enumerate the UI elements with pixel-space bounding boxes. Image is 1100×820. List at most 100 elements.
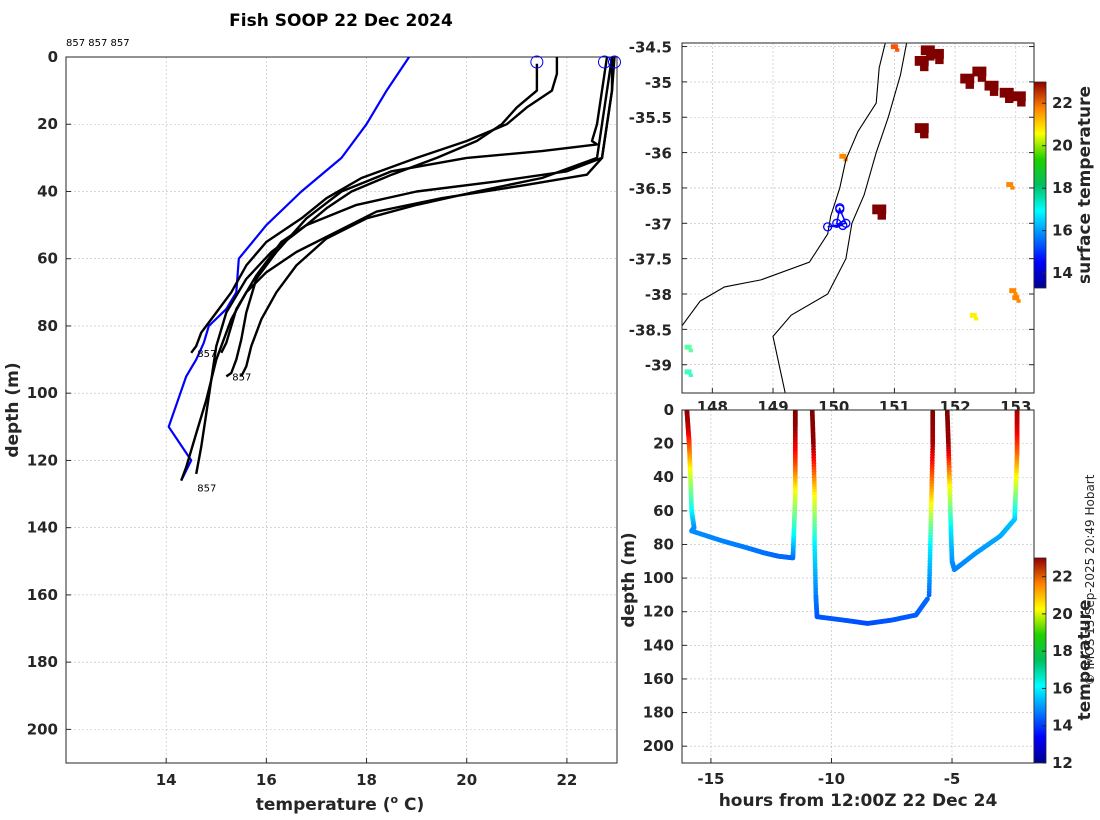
sst-patch: [1006, 182, 1014, 187]
track-path: [827, 207, 847, 228]
sst-patch: [877, 212, 886, 220]
temperature-colorbar-tick-label: 12: [1052, 754, 1073, 772]
sst-colorbar-tick-label: 16: [1052, 222, 1073, 240]
section-grid: [682, 409, 1034, 763]
section-y-tick-label: 0: [664, 401, 674, 419]
sst-patch: [973, 316, 979, 321]
sst-patch: [688, 348, 693, 353]
section-y-tick-label: 180: [643, 704, 674, 722]
sst-patch: [935, 57, 944, 65]
profile-end-label: 857: [232, 372, 251, 383]
sst-patch: [1011, 91, 1026, 102]
profile-line-profile-2: [220, 63, 539, 354]
profile-end-label: 857: [197, 349, 216, 360]
profile-line-profile-1: [190, 57, 559, 354]
section-sample-point: [925, 596, 930, 602]
map-lat-tick-label: -35: [645, 74, 672, 92]
xlabel-unit: C): [398, 795, 424, 815]
sst-patch: [960, 73, 975, 84]
section-sample-point: [1014, 410, 1020, 414]
sst-patch: [920, 64, 929, 72]
profile-y-tick-label: 0: [48, 48, 58, 66]
profile-y-tick-label: 20: [37, 115, 58, 133]
profile-series: [167, 57, 616, 482]
section-y-tick-label: 20: [653, 435, 674, 453]
section-sample-point: [792, 410, 798, 414]
profile-start-marker: [607, 55, 621, 69]
section-y-tick-label: 140: [643, 636, 674, 654]
profile-markers: [530, 55, 621, 69]
sst-patch: [920, 45, 935, 56]
section-y-tick-label: 80: [653, 535, 674, 553]
ship-track: [823, 203, 851, 232]
sst-patch: [914, 123, 929, 133]
isobath-path: [772, 43, 908, 393]
map-panel: -34.5 -35 -35.5 -36 -36.5 -37 -37.5 -38 -38.5 -39…: [629, 39, 1095, 416]
profile-y-tick-label: 180: [27, 653, 58, 671]
profile-y-tick-label: 140: [27, 519, 58, 537]
sst-patch: [969, 312, 977, 318]
profile-line-climatology: [167, 57, 411, 482]
profile-x-tick-label: 22: [556, 771, 577, 789]
temperature-colorbar-label: temperature: [1075, 599, 1095, 720]
profile-start-marker: [597, 55, 611, 69]
map-lat-tick-label: -35.5: [629, 109, 672, 127]
profile-ids: 857 857 857: [66, 38, 130, 49]
profile-x-tick-label: 14: [156, 771, 177, 789]
map-lat-tick-label: -38: [645, 286, 672, 304]
xlabel-text: temperature (: [256, 795, 391, 815]
coastline-path: [682, 43, 886, 327]
map-lat-tick-label: -36.5: [629, 180, 672, 198]
chart-title: Fish SOOP 22 Dec 2024: [229, 11, 453, 31]
profile-y-tick-label: 100: [27, 384, 58, 402]
profile-y-tick-label: 60: [37, 250, 58, 268]
profile-end-label: 857: [197, 483, 216, 494]
profile-x-axis-label: temperature (o C): [256, 793, 425, 815]
sst-patch: [684, 344, 692, 350]
section-y-axis-label: depth (m): [619, 532, 639, 627]
coastline: [682, 43, 908, 393]
profile-y-tick-label: 80: [37, 317, 58, 335]
sst-patch: [965, 81, 974, 89]
map-lat-tick-label: -38.5: [629, 321, 672, 339]
temperature-colorbar-tick-label: 16: [1052, 679, 1073, 697]
sst-colorbar-tick-label: 22: [1052, 94, 1073, 112]
section-y-tick-label: 120: [643, 603, 674, 621]
profile-grid: [66, 56, 617, 763]
profile-y-tick-label: 160: [27, 586, 58, 604]
profile-x-tick-label: 18: [356, 771, 377, 789]
section-x-axis-label: hours from 12:00Z 22 Dec 24: [719, 791, 998, 811]
profile-y-axis-label: depth (m): [3, 362, 23, 457]
section-background: [682, 410, 1034, 763]
sst-colorbar-tick-label: 20: [1052, 137, 1073, 155]
section-x-tick-label: -10: [818, 770, 845, 788]
section-data: [684, 410, 1020, 626]
profile-line-profile-6: [240, 57, 614, 377]
sst-colorbar-ticks: 14 16 18 20 22: [1042, 94, 1073, 282]
map-background: [682, 43, 1034, 393]
sst-colorbar-tick-label: 18: [1052, 179, 1073, 197]
sst-patch: [1010, 186, 1015, 190]
sst-patch: [972, 66, 987, 77]
section-y-tick-label: 40: [653, 468, 674, 486]
map-lat-tick-label: -39: [645, 357, 672, 375]
sst-patch: [890, 44, 898, 50]
map-y-ticks: -34.5 -35 -35.5 -36 -36.5 -37 -37.5 -38 -38.5 -39: [629, 39, 1034, 375]
sst-patch: [872, 204, 887, 215]
sst-patch: [929, 48, 944, 59]
sst-patch: [1012, 295, 1020, 301]
map-lat-tick-label: -34.5: [629, 39, 672, 57]
track-point-marker: [832, 218, 842, 228]
profile-line-profile-5: [180, 57, 616, 482]
sst-patch: [1009, 288, 1017, 294]
section-x-ticks: -15 -10 -5: [697, 758, 960, 788]
sst-patch: [895, 48, 900, 52]
temperature-colorbar-tick-label: 20: [1052, 605, 1073, 623]
sst-colorbar-tick-label: 14: [1052, 264, 1073, 282]
map-lat-tick-label: -37.5: [629, 251, 672, 269]
profile-panel: 857 857 857 14 16 18 20 22 0 20 40 60 80 100 120 140 1…: [3, 11, 621, 815]
sst-colorbar-label: surface temperature: [1075, 86, 1095, 284]
map-lat-tick-label: -36: [645, 145, 672, 163]
